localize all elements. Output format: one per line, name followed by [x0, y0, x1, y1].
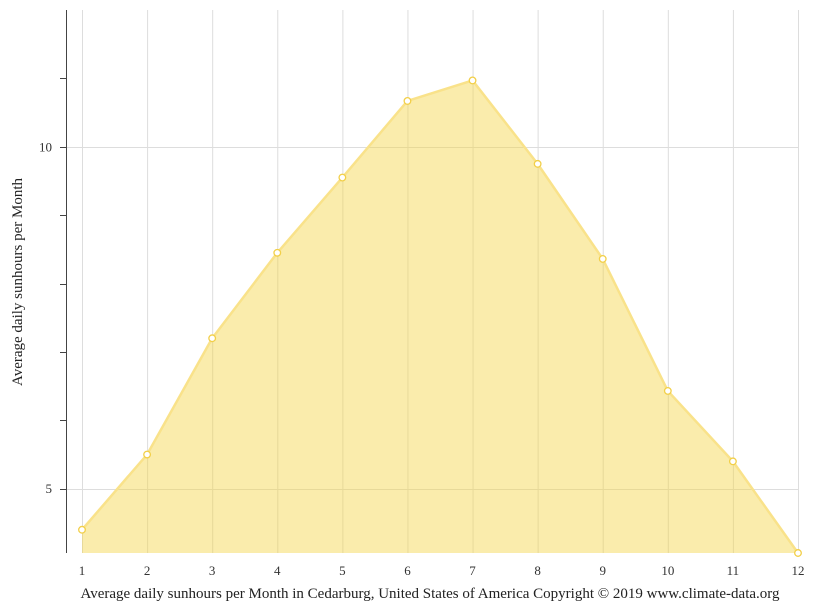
x-tick-label: 2: [144, 563, 151, 578]
data-point-1: [78, 525, 86, 534]
series-layer: [78, 76, 802, 557]
series-line: [81, 79, 800, 554]
x-tick-label: 6: [404, 563, 411, 578]
data-point-10: [663, 386, 672, 395]
data-point-8: [533, 159, 542, 168]
data-point-7: [468, 76, 477, 85]
data-point-9: [598, 254, 607, 263]
data-point-2: [143, 450, 152, 459]
data-point-6: [403, 97, 412, 105]
x-tick-label: 3: [209, 563, 216, 578]
x-tick-label: 8: [534, 563, 541, 578]
series-area: [82, 80, 798, 553]
axes: [60, 10, 67, 553]
data-point-3: [208, 334, 217, 343]
x-tick-label: 9: [599, 563, 606, 578]
x-tick-label: 11: [727, 563, 740, 578]
y-tick-label: 5: [46, 481, 53, 496]
y-tick-label: 10: [39, 139, 52, 154]
x-tick-label: 1: [79, 563, 86, 578]
data-point-4: [273, 248, 282, 257]
data-point-11: [728, 457, 737, 466]
y-axis-title: Average daily sunhours per Month: [10, 178, 26, 387]
x-axis-title: Average daily sunhours per Month in Ceda…: [80, 586, 780, 602]
x-tick-label: 4: [274, 563, 281, 578]
x-tick-label: 10: [661, 563, 674, 578]
data-point-5: [338, 173, 347, 182]
x-tick-label: 12: [792, 563, 805, 578]
x-tick-label: 7: [469, 563, 476, 578]
x-tick-label: 5: [339, 563, 346, 578]
data-point-12: [794, 549, 802, 557]
